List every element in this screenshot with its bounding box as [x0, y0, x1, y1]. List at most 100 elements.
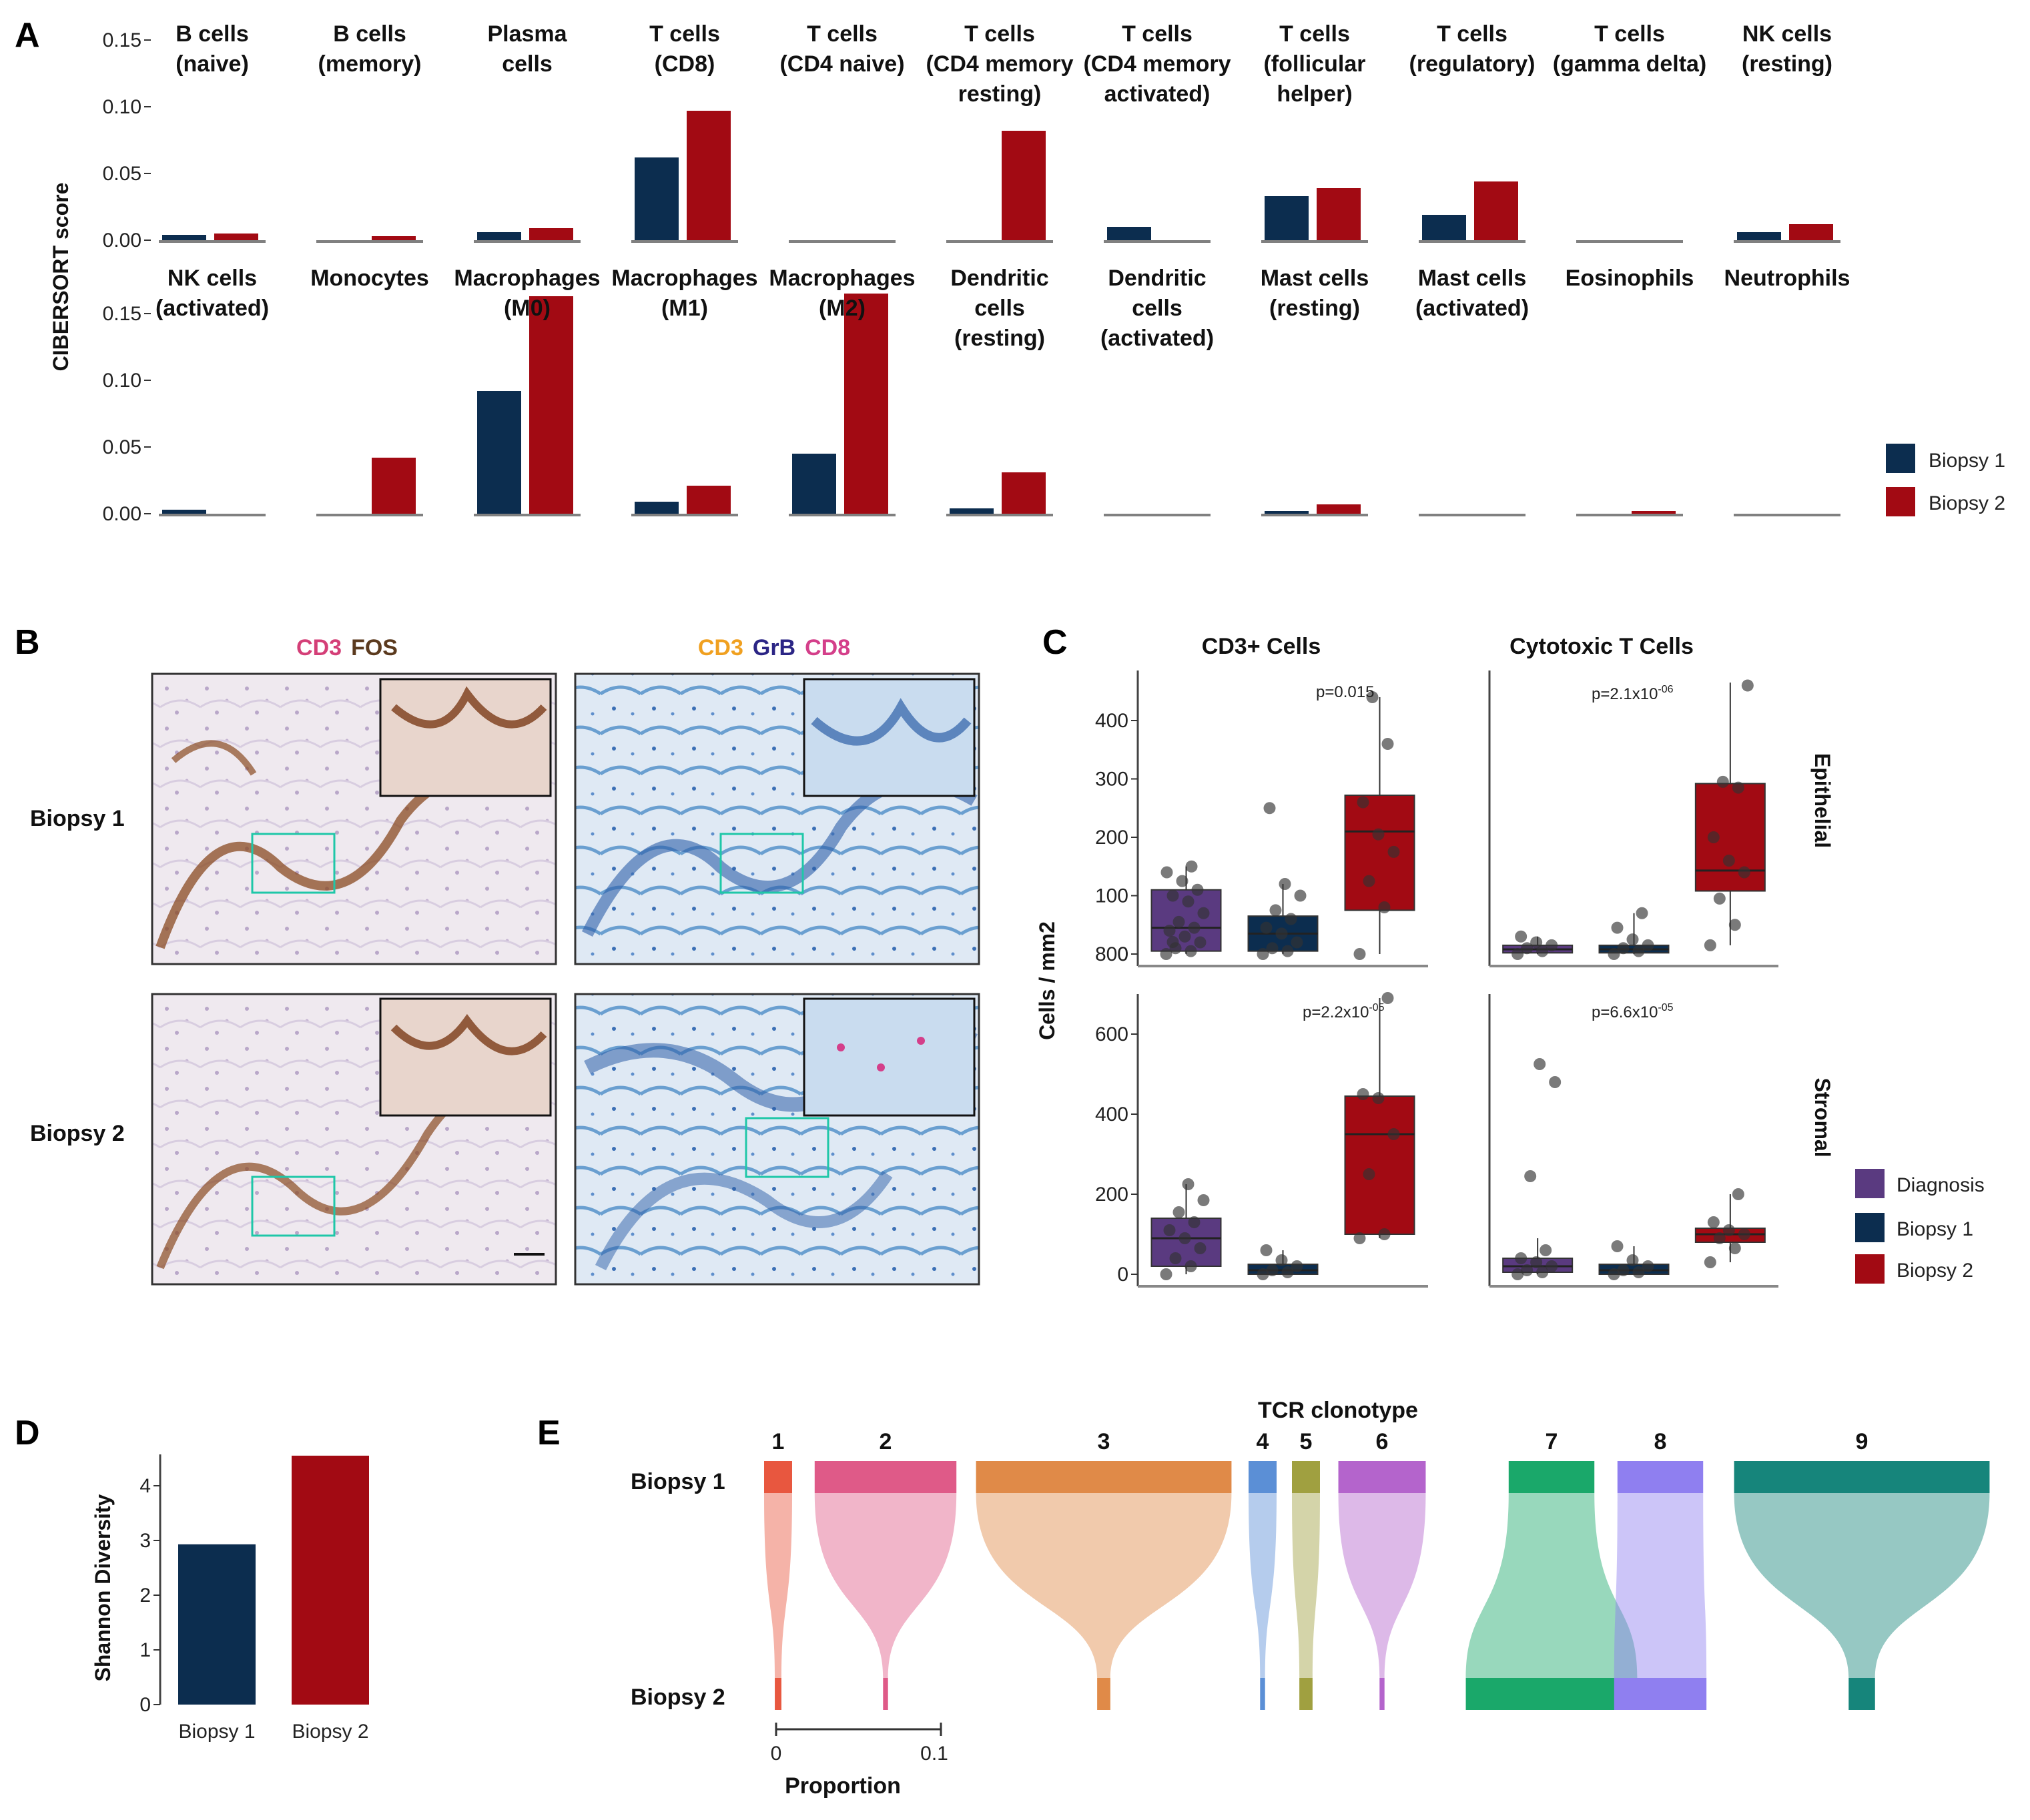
c-point-biopsy2 [1713, 892, 1726, 905]
a-bar-biopsy1 [950, 508, 994, 514]
c-point-diagnosis [1530, 1256, 1543, 1268]
pvalue-cd3-stromal: p=2.2x10-05 [1303, 1002, 1385, 1021]
e-flow-clonotype-5 [1292, 1493, 1320, 1678]
e-bar-biopsy1-clonotype-4 [1249, 1461, 1277, 1493]
c-point-diagnosis [1178, 930, 1191, 943]
e-bar-biopsy2-clonotype-5 [1299, 1678, 1313, 1710]
c-point-biopsy2 [1381, 738, 1394, 750]
c-ytick-label: 800 [1095, 943, 1128, 965]
c-ytick-label: 200 [1095, 1184, 1128, 1206]
a-category-label: (M2) [819, 296, 866, 321]
c-point-diagnosis [1530, 936, 1543, 949]
a-ytick-label: 0.00 [103, 503, 141, 525]
c-point-diagnosis [1197, 907, 1210, 919]
c-point-diagnosis [1188, 1216, 1201, 1228]
e-flow-clonotype-9 [1734, 1493, 1990, 1678]
a-category-label: (regulatory) [1409, 51, 1536, 77]
e-clonotype-label: 2 [880, 1429, 892, 1454]
panel-d-shannon-chart: 0 1 2 3 4 Biopsy 1 Biopsy 2 [139, 1454, 369, 1743]
c-point-biopsy1 [1275, 927, 1288, 940]
c-point-biopsy2 [1353, 1232, 1366, 1244]
a-bar-biopsy1 [162, 235, 206, 240]
d-xtick-label: Biopsy 1 [178, 1721, 255, 1743]
c-point-biopsy1 [1626, 1254, 1639, 1266]
a-category-label: Mast cells [1418, 266, 1527, 291]
a-category-label: NK cells [1742, 21, 1832, 47]
c-point-biopsy1 [1617, 1264, 1630, 1276]
a-category-label: (CD4 naive) [779, 51, 904, 77]
c-point-biopsy2 [1732, 781, 1744, 794]
c-point-diagnosis [1178, 1232, 1191, 1244]
c-point-biopsy2 [1738, 1228, 1750, 1240]
e-bar-biopsy2-clonotype-2 [883, 1678, 888, 1710]
c-point-biopsy1 [1611, 1240, 1624, 1252]
panel-b-stain2-title: CD3 GrB CD8 [698, 635, 850, 660]
a-category-label: (CD4 memory [926, 51, 1073, 77]
a-bar-biopsy1 [635, 157, 679, 240]
c-point-diagnosis [1521, 942, 1534, 955]
panel-c-letter: C [1042, 623, 1068, 662]
c-point-biopsy1 [1642, 939, 1654, 951]
a-category-label: Plasma [487, 21, 567, 47]
e-bar-biopsy2-clonotype-8 [1614, 1678, 1707, 1710]
c-point-biopsy2 [1722, 1224, 1735, 1236]
c-point-biopsy2 [1378, 1228, 1391, 1240]
legend-label-c-biopsy2: Biopsy 2 [1897, 1260, 1973, 1282]
c-point-diagnosis [1536, 1266, 1549, 1278]
c-point-diagnosis [1160, 948, 1172, 960]
panel-d-ylabel: Shannon Diversity [91, 1494, 115, 1681]
c-point-diagnosis [1169, 1252, 1182, 1264]
c-point-biopsy2 [1707, 831, 1720, 843]
legend-swatch-biopsy2 [1886, 487, 1915, 516]
a-bar-biopsy1 [1737, 232, 1781, 240]
a-category-label: Macrophages [769, 266, 915, 291]
a-bar-biopsy2 [1789, 224, 1833, 240]
panel-a-letter: A [15, 16, 40, 55]
c-point-biopsy2 [1387, 845, 1400, 858]
panel-d-letter: D [15, 1414, 40, 1452]
c-point-biopsy1 [1626, 933, 1639, 946]
panel-e-title: TCR clonotype [1258, 1398, 1418, 1423]
e-bar-biopsy1-clonotype-9 [1734, 1461, 1990, 1493]
micrograph-ihc-biopsy1 [151, 672, 557, 965]
e-flow-clonotype-4 [1249, 1493, 1277, 1678]
c-point-biopsy2 [1716, 775, 1729, 788]
stain-cd3: CD3 [296, 635, 342, 660]
e-clonotype-label: 1 [772, 1429, 785, 1454]
e-flow-clonotype-6 [1338, 1493, 1426, 1678]
c-point-biopsy2 [1704, 939, 1716, 951]
a-category-label: (follicular [1263, 51, 1365, 77]
a-bar-biopsy2 [687, 486, 731, 514]
a-bar-biopsy2 [1317, 188, 1361, 240]
c-point-biopsy1 [1279, 878, 1291, 890]
a-category-label: NK cells [167, 266, 257, 291]
c-point-diagnosis [1197, 1194, 1210, 1206]
panel-a-ylabel: CIBERSORT score [49, 183, 73, 372]
a-category-label: (M0) [504, 296, 551, 321]
e-clonotype-label: 4 [1257, 1429, 1269, 1454]
c-point-diagnosis [1540, 1244, 1552, 1256]
a-ytick-label: 0.10 [103, 370, 141, 392]
c-point-diagnosis [1185, 945, 1197, 957]
a-category-label: B cells [176, 21, 249, 47]
stain-cd3-yellow: CD3 [698, 635, 743, 660]
panel-e-row-biopsy1: Biopsy 1 [631, 1469, 725, 1494]
a-bar-biopsy2 [1632, 511, 1676, 514]
d-ytick-label: 4 [139, 1475, 151, 1497]
c-ytick-label: 100 [1095, 885, 1128, 907]
c-ytick-label: 400 [1095, 710, 1128, 732]
a-category-label: T cells [1279, 21, 1350, 47]
c-point-diagnosis [1182, 1178, 1195, 1190]
c-point-biopsy1 [1636, 907, 1648, 919]
panel-c-ylabel: Cells / mm2 [1035, 921, 1059, 1040]
scale-label-0: 0 [771, 1743, 782, 1765]
a-category-label: (resting) [1269, 296, 1360, 321]
c-point-diagnosis [1172, 1206, 1185, 1218]
c-ytick-label: 0 [1117, 1264, 1128, 1286]
a-bar-biopsy1 [162, 510, 206, 514]
c-point-biopsy1 [1642, 1260, 1654, 1272]
c-point-biopsy1 [1257, 1268, 1269, 1280]
e-bar-biopsy2-clonotype-4 [1260, 1678, 1265, 1710]
c-point-biopsy2 [1363, 1168, 1375, 1180]
a-bar-biopsy2 [214, 234, 258, 240]
